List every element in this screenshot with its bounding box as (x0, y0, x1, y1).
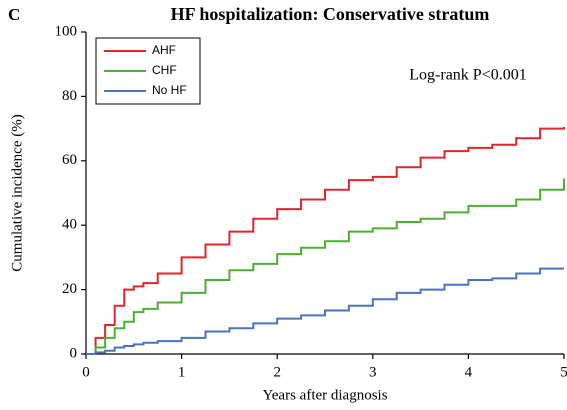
x-tick-label: 4 (465, 364, 473, 380)
series-line (86, 126, 565, 355)
series-line (86, 267, 564, 355)
x-tick-label: 2 (273, 364, 281, 380)
series-line (86, 178, 565, 355)
x-tick-label: 5 (560, 364, 567, 380)
y-tick-label: 80 (62, 88, 77, 104)
y-tick-label: 0 (70, 345, 78, 361)
y-tick-label: 60 (62, 152, 77, 168)
x-axis-label: Years after diagnosis (262, 387, 387, 403)
chart-title: HF hospitalization: Conservative stratum (171, 4, 490, 24)
panel-label: C (8, 5, 20, 24)
y-tick-label: 40 (62, 217, 77, 233)
annotation: Log-rank P<0.001 (409, 67, 526, 84)
legend-label: AHF (152, 43, 176, 57)
y-tick-label: 100 (55, 23, 78, 39)
y-axis-label: Cumulative incidence (%) (9, 114, 25, 271)
x-tick-label: 3 (369, 364, 377, 380)
x-tick-label: 0 (82, 364, 90, 380)
x-tick-label: 1 (178, 364, 186, 380)
legend-label: No HF (152, 83, 187, 97)
y-tick-label: 20 (62, 281, 77, 297)
legend-label: CHF (152, 63, 177, 77)
